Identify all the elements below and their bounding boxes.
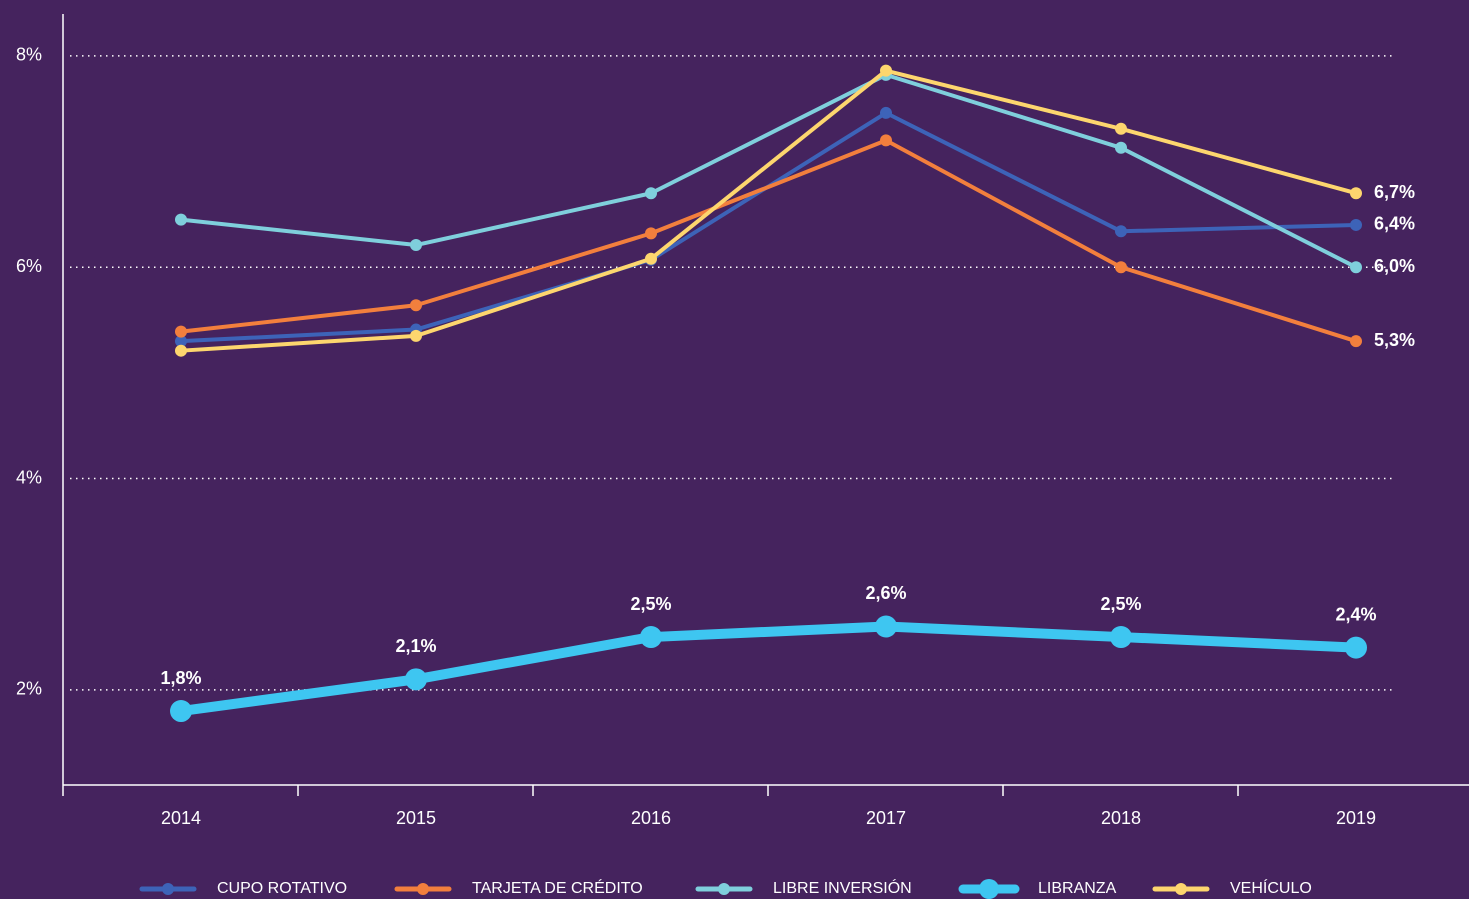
series-line — [179, 68, 1358, 353]
y-tick-label: 6% — [16, 256, 42, 276]
point — [1115, 141, 1127, 154]
x-tick-label: 2014 — [161, 808, 201, 828]
legend-label: VEHÍCULO — [1230, 878, 1312, 897]
legend-marker — [1175, 883, 1187, 895]
value-label: 5,3% — [1374, 330, 1415, 350]
series-line — [179, 72, 1358, 270]
point — [405, 668, 427, 691]
legend-marker — [417, 883, 429, 895]
point — [1110, 626, 1132, 649]
y-tick-label: 2% — [16, 679, 42, 699]
series-line — [179, 110, 1358, 344]
x-tick-label: 2019 — [1336, 808, 1376, 828]
value-label: 2,5% — [630, 594, 671, 614]
y-tick-label: 4% — [16, 467, 42, 487]
value-label: 2,4% — [1335, 604, 1376, 624]
point — [175, 344, 187, 357]
y-tick-label: 8% — [16, 45, 42, 65]
point — [880, 64, 892, 77]
x-tick-label: 2015 — [396, 808, 436, 828]
point — [1115, 261, 1127, 274]
value-label: 2,6% — [865, 583, 906, 603]
legend-label: LIBRE INVERSIÓN — [773, 878, 912, 897]
value-label: 2,5% — [1100, 594, 1141, 614]
point — [410, 299, 422, 312]
value-label: 6,4% — [1374, 214, 1415, 234]
series-line — [179, 138, 1358, 344]
point — [1345, 636, 1367, 659]
point — [1350, 218, 1362, 231]
series-line — [176, 621, 1361, 717]
point — [1350, 261, 1362, 274]
value-label: 6,0% — [1374, 256, 1415, 276]
value-label: 1,8% — [160, 668, 201, 688]
point — [170, 700, 192, 723]
x-tick-label: 2016 — [631, 808, 671, 828]
point — [645, 252, 657, 265]
legend-label: TARJETA DE CRÉDITO — [472, 878, 643, 897]
point — [410, 329, 422, 342]
point — [880, 106, 892, 119]
value-label: 2,1% — [395, 636, 436, 656]
value-label: 6,7% — [1374, 182, 1415, 202]
point — [1350, 187, 1362, 200]
legend-marker — [979, 879, 999, 899]
point — [410, 239, 422, 252]
point — [175, 325, 187, 338]
point — [1115, 225, 1127, 238]
x-tick-label: 2017 — [866, 808, 906, 828]
legend-marker — [162, 883, 174, 895]
legend-label: CUPO ROTATIVO — [217, 880, 347, 897]
point — [875, 615, 897, 638]
x-tick-label: 2018 — [1101, 808, 1141, 828]
point — [640, 626, 662, 649]
point — [175, 213, 187, 226]
point — [645, 187, 657, 200]
legend-label: LIBRANZA — [1038, 880, 1117, 897]
point — [1350, 335, 1362, 348]
point — [645, 227, 657, 240]
point — [175, 335, 187, 348]
legend-marker — [718, 883, 730, 895]
point — [880, 134, 892, 147]
point — [1115, 122, 1127, 135]
